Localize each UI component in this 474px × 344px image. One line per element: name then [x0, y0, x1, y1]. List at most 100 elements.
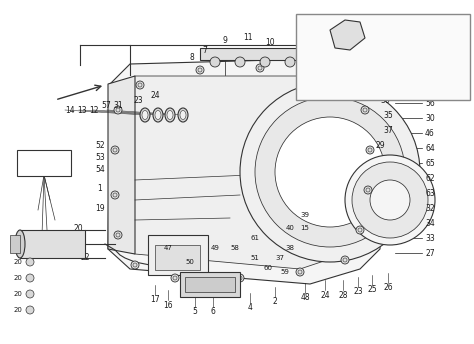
Circle shape [235, 57, 245, 67]
Circle shape [370, 180, 410, 220]
Text: 69: 69 [313, 43, 323, 53]
Text: 34: 34 [425, 218, 435, 227]
Text: 21: 21 [73, 240, 83, 249]
Text: 11: 11 [243, 32, 253, 42]
Text: 58: 58 [230, 245, 239, 251]
FancyBboxPatch shape [17, 150, 71, 176]
Bar [10, 235, 20, 253]
Text: 68: 68 [303, 31, 313, 40]
Text: 41: 41 [323, 67, 333, 76]
Circle shape [240, 82, 420, 262]
Text: 37: 37 [275, 255, 284, 261]
Circle shape [313, 37, 323, 47]
Text: 22: 22 [80, 254, 90, 262]
Text: 69: 69 [392, 21, 402, 30]
Text: 66: 66 [377, 21, 387, 30]
Circle shape [196, 66, 204, 74]
Text: 20: 20 [14, 259, 22, 265]
Text: 5: 5 [192, 308, 198, 316]
Circle shape [255, 97, 405, 247]
Text: 20: 20 [14, 275, 22, 281]
Text: 15: 15 [301, 225, 310, 231]
Circle shape [131, 261, 139, 269]
Circle shape [361, 106, 369, 114]
Text: 38: 38 [285, 245, 294, 251]
Circle shape [341, 256, 349, 264]
Text: 30: 30 [425, 114, 435, 122]
Text: 35: 35 [383, 110, 393, 119]
Text: 47: 47 [164, 245, 173, 251]
Circle shape [346, 81, 354, 89]
Circle shape [260, 57, 270, 67]
Text: 19: 19 [95, 204, 105, 213]
Text: 44: 44 [370, 80, 380, 89]
Text: 39: 39 [301, 212, 310, 218]
Text: 48: 48 [300, 293, 310, 302]
Text: 59: 59 [281, 269, 290, 275]
Circle shape [210, 57, 220, 67]
Ellipse shape [140, 108, 150, 122]
Circle shape [352, 162, 428, 238]
Text: Valid for racing exhaust version - optional: Valid for racing exhaust version - optio… [317, 77, 449, 83]
Text: 9: 9 [223, 35, 228, 44]
Ellipse shape [153, 108, 163, 122]
Text: 33: 33 [425, 234, 435, 243]
Text: erospares: erospares [128, 133, 346, 171]
Text: 20: 20 [14, 307, 22, 313]
Circle shape [285, 57, 295, 67]
Text: 20: 20 [14, 291, 22, 297]
Text: 52: 52 [95, 140, 105, 150]
Circle shape [26, 290, 34, 298]
Text: 2: 2 [273, 298, 277, 307]
Circle shape [256, 64, 264, 72]
Circle shape [405, 30, 415, 40]
Text: 40: 40 [285, 225, 294, 231]
Text: 53: 53 [95, 152, 105, 161]
Circle shape [171, 274, 179, 282]
Text: 55: 55 [425, 86, 435, 95]
Ellipse shape [167, 110, 173, 119]
Text: 54: 54 [95, 164, 105, 173]
Ellipse shape [180, 110, 186, 119]
Text: 17: 17 [150, 295, 160, 304]
Circle shape [114, 106, 122, 114]
Text: Tab. 20: Tab. 20 [30, 166, 58, 175]
Text: 4: 4 [247, 303, 253, 312]
Text: 24: 24 [320, 290, 330, 300]
Circle shape [364, 186, 372, 194]
Circle shape [310, 57, 320, 67]
Text: 27: 27 [425, 248, 435, 258]
Text: 67: 67 [327, 25, 337, 34]
Text: 62: 62 [425, 173, 435, 183]
Text: 13: 13 [77, 106, 87, 115]
Text: 25: 25 [367, 286, 377, 294]
Circle shape [26, 258, 34, 266]
Text: 1: 1 [98, 183, 102, 193]
Ellipse shape [142, 110, 148, 119]
Text: 6: 6 [210, 308, 216, 316]
Circle shape [420, 30, 430, 40]
Text: 36: 36 [380, 96, 390, 105]
Text: Vale per versione scarichi racing - optional: Vale per versione scarichi racing - opti… [316, 69, 450, 75]
Bar [148, 235, 208, 275]
Bar [180, 272, 240, 297]
Circle shape [275, 117, 385, 227]
Text: 68: 68 [408, 21, 418, 30]
Polygon shape [108, 59, 385, 284]
Text: 31: 31 [113, 100, 123, 109]
Polygon shape [108, 76, 135, 254]
Text: 23: 23 [353, 288, 363, 297]
Bar [200, 48, 300, 60]
Text: 43: 43 [355, 74, 365, 83]
Text: 16: 16 [163, 301, 173, 310]
Text: 65: 65 [425, 159, 435, 168]
Text: 32: 32 [425, 204, 435, 213]
Circle shape [26, 274, 34, 282]
Text: Tav. 26: Tav. 26 [31, 159, 57, 168]
Circle shape [296, 268, 304, 276]
Circle shape [390, 30, 400, 40]
Text: 20: 20 [73, 224, 83, 233]
Text: 56: 56 [425, 98, 435, 108]
Text: 26: 26 [383, 283, 393, 292]
Circle shape [366, 146, 374, 154]
